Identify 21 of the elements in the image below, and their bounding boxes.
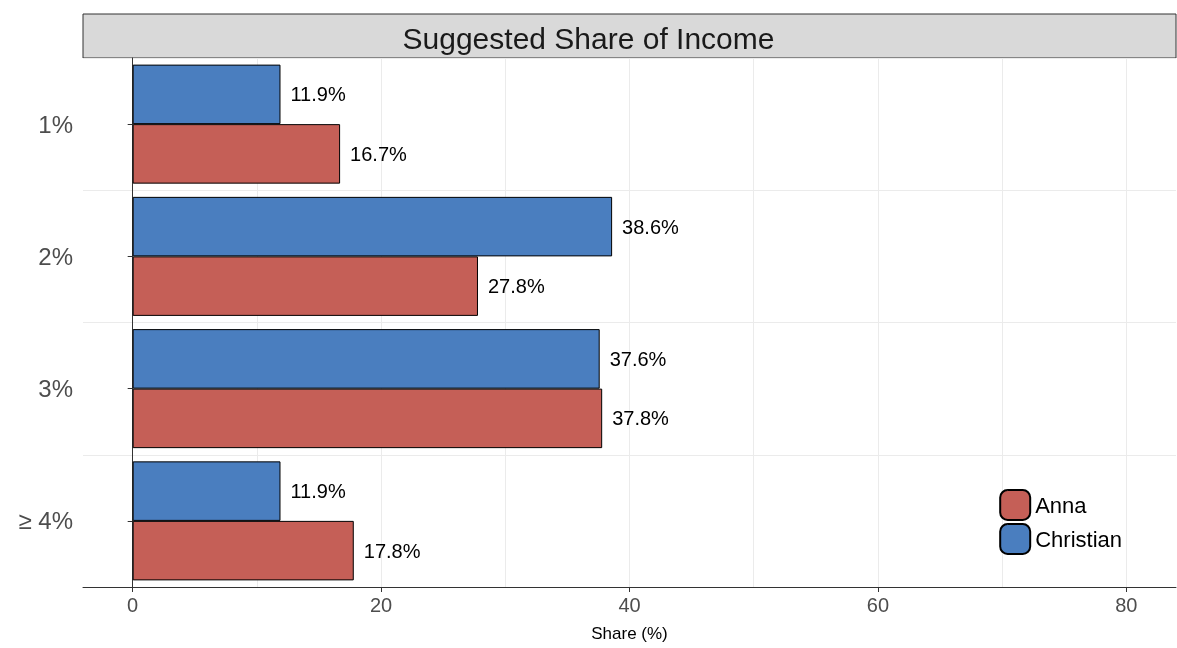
y-tick-label: 3% — [38, 375, 73, 403]
data-label: 37.8% — [612, 407, 670, 430]
data-label: 17.8% — [363, 539, 421, 562]
x-tick-label: 40 — [618, 594, 641, 616]
y-tick-label: 1% — [38, 110, 73, 138]
data-label: 38.6% — [622, 215, 680, 238]
data-label: 16.7% — [350, 142, 408, 165]
chart-title: Suggested Share of Income — [402, 21, 775, 55]
data-label: 11.9% — [290, 480, 346, 503]
data-label: 11.9% — [290, 83, 346, 106]
legend-label: Anna — [1035, 492, 1088, 518]
x-tick-label: 80 — [1115, 594, 1138, 616]
x-tick-label: 60 — [866, 594, 890, 616]
data-label: 27.8% — [487, 275, 545, 298]
y-tick-label: 2% — [38, 242, 73, 270]
x-axis-title: Share (%) — [591, 624, 668, 643]
legend-label: Christian — [1035, 526, 1122, 552]
x-tick-label: 0 — [127, 594, 139, 616]
x-tick-label: 20 — [369, 594, 393, 616]
y-tick-label: ≥ 4% — [18, 507, 73, 535]
data-label: 37.6% — [609, 347, 667, 370]
